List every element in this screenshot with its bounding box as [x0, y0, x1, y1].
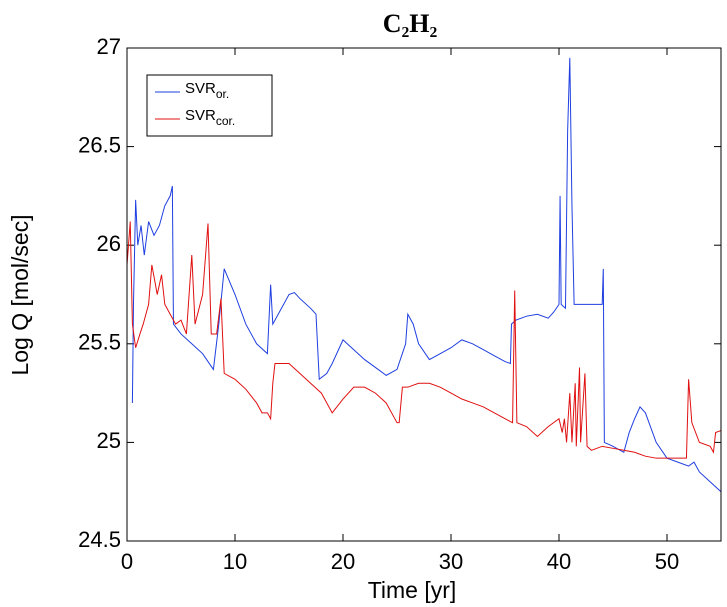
legend-subscript: cor.	[216, 114, 235, 128]
y-tick-label: 25.5	[78, 330, 121, 355]
legend-name: SVR	[185, 80, 216, 97]
plot-frame	[126, 47, 722, 542]
x-tick-label: 0	[121, 549, 133, 574]
x-tick-label: 20	[331, 549, 355, 574]
x-tick-label: 10	[223, 549, 247, 574]
x-axis-label: Time [yr]	[368, 577, 457, 603]
chart-title: C₂H₂	[383, 9, 438, 38]
y-axis-label: Log Q [mol/sec]	[7, 214, 33, 375]
x-tick-label: 50	[655, 549, 679, 574]
x-tick-label: 30	[439, 549, 463, 574]
y-tick-label: 26	[97, 231, 121, 256]
series-line	[131, 57, 722, 493]
y-tick-label: 24.5	[78, 527, 121, 552]
series-line	[126, 221, 722, 459]
legend-label: SVRcor.	[185, 107, 235, 128]
legend-subscript: or.	[216, 87, 229, 101]
x-tick-label: 40	[547, 549, 571, 574]
legend-label: SVRor.	[185, 80, 229, 101]
y-tick-label: 26.5	[78, 132, 121, 157]
y-tick-label: 25	[97, 428, 121, 453]
legend-name: SVR	[185, 107, 216, 124]
y-tick-label: 27	[97, 34, 121, 59]
legend-box	[146, 74, 273, 137]
